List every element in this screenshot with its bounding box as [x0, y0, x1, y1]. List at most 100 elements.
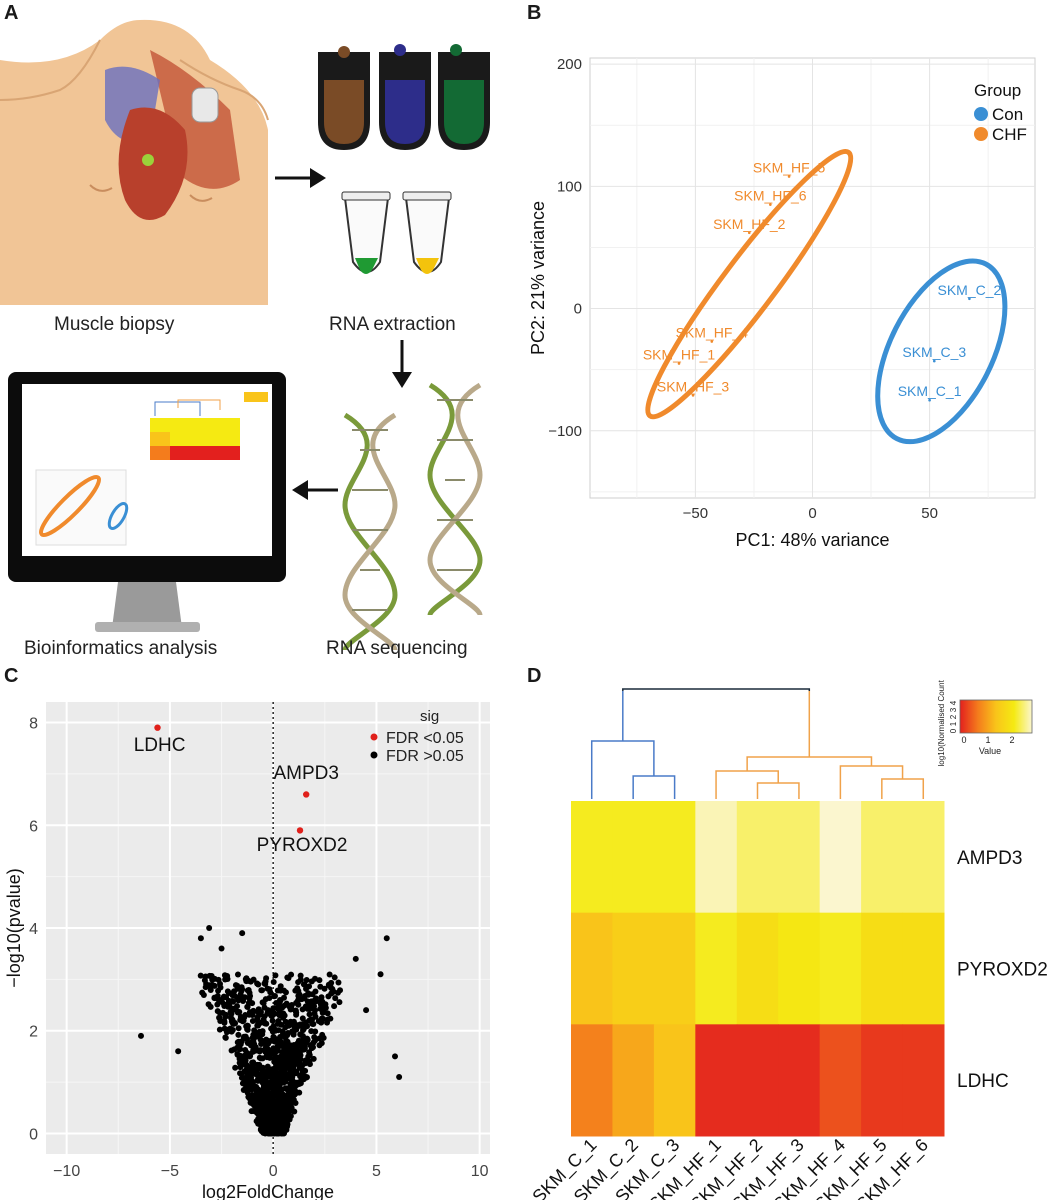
heatmap-cell [612, 801, 655, 914]
heatmap-cell [736, 801, 779, 914]
volcano-point [301, 994, 308, 1001]
volcano-point [246, 995, 253, 1002]
panel-c-letter: C [4, 665, 19, 687]
volcano-point [231, 1019, 238, 1026]
ellipse-chf [645, 148, 854, 420]
volcano-point [264, 1072, 271, 1079]
volcano-point [267, 1090, 274, 1097]
volcano-point [261, 1077, 268, 1084]
dendrogram-branch [590, 740, 655, 799]
x-tick-label: −10 [53, 1163, 80, 1180]
volcano-point [281, 1012, 288, 1019]
volcano-point [238, 1057, 245, 1064]
volcano-point [240, 997, 247, 1004]
x-tick-label: 0 [808, 505, 816, 522]
heatmap-cell [653, 912, 696, 1025]
heatmap-cell [571, 1024, 613, 1137]
arrow-left-icon [292, 480, 338, 500]
pca-point-label: SKM_C_1 [898, 383, 962, 399]
heatmap-cell [653, 1024, 696, 1137]
volcano-point [241, 1033, 248, 1040]
volcano-point [221, 972, 228, 979]
heatmap-cell [612, 1024, 655, 1137]
gene-label-ldhc: LDHC [134, 735, 186, 756]
volcano-point [217, 997, 224, 1004]
volcano-point [229, 998, 236, 1005]
volcano-point [298, 1039, 305, 1046]
torso-illustration [0, 19, 269, 306]
pca-point [928, 398, 931, 402]
volcano-point [246, 1009, 253, 1016]
pca-point-label: SKM_HF_2 [713, 216, 786, 232]
volcano-point [305, 1053, 312, 1060]
volcano-point [221, 1025, 228, 1032]
volcano-point [303, 1074, 310, 1081]
volcano-point [221, 1018, 228, 1025]
volcano-point [335, 979, 342, 986]
volcano-point [244, 1022, 251, 1029]
volcano-point [262, 1094, 269, 1101]
volcano-point [221, 1001, 228, 1008]
panel-b-letter: B [527, 2, 542, 24]
volcano-point [268, 1010, 275, 1017]
volcano-point [243, 975, 250, 982]
volcano-point [320, 1015, 327, 1022]
volcano-point [286, 1086, 293, 1093]
volcano-point [271, 992, 278, 999]
heatmap-cell [861, 801, 904, 914]
volcano-point [310, 1021, 317, 1028]
x-tick-label: 5 [372, 1163, 381, 1180]
pca-point-label: SKM_C_3 [902, 344, 966, 360]
volcano-point [259, 987, 266, 994]
heatmap-cell [778, 1024, 821, 1137]
volcano-point [237, 1013, 244, 1020]
volcano-point [249, 1017, 256, 1024]
volcano-point [324, 1010, 331, 1017]
pca-point-label: SKM_HF_4 [676, 325, 749, 341]
y-axis-label: −log10(pvalue) [4, 868, 24, 988]
volcano-point [228, 1047, 235, 1054]
volcano-point [331, 974, 338, 981]
volcano-point [279, 1129, 286, 1136]
heatmap-cell [902, 912, 945, 1025]
volcano-point [249, 1059, 256, 1066]
heatmap-cell [819, 1024, 862, 1137]
legend-dot [370, 751, 378, 759]
heatmap-cell [736, 1024, 779, 1137]
volcano-point [254, 1077, 261, 1084]
volcano-point [286, 1048, 293, 1055]
volcano-point [278, 1042, 285, 1049]
volcano-point [316, 977, 323, 984]
volcano-point [290, 1031, 297, 1038]
caption-rna-extraction: RNA extraction [329, 314, 456, 335]
row-label-ampd3: AMPD3 [957, 848, 1022, 869]
arrow-right-icon [275, 168, 326, 188]
heatmap-cell [695, 801, 738, 914]
ellipse-con [875, 258, 1008, 445]
volcano-point [207, 987, 214, 994]
heatmap-cell [612, 912, 655, 1025]
heatmap-cell [778, 801, 821, 914]
legend-title: log10(Normalised Count) [937, 680, 946, 766]
volcano-point [311, 1034, 318, 1041]
heatmap-cell [653, 801, 696, 914]
legend-tick: 1 [985, 735, 990, 745]
volcano-point [238, 1038, 245, 1045]
volcano-point [283, 1064, 290, 1071]
volcano-point [197, 972, 204, 979]
volcano-point [266, 986, 273, 993]
heatmap-chart: AMPD3PYROXD2LDHCSKM_C_1SKM_C_2SKM_C_3SKM… [528, 680, 1047, 1200]
volcano-point [267, 1037, 274, 1044]
legend-title: sig [420, 708, 439, 725]
volcano-point [282, 1078, 289, 1085]
volcano-point [302, 1003, 309, 1010]
volcano-point [291, 1069, 298, 1076]
volcano-point [318, 1040, 325, 1047]
volcano-point [275, 1017, 282, 1024]
volcano-point [304, 1023, 311, 1030]
pca-point [769, 203, 772, 206]
pca-point [747, 231, 751, 235]
volcano-point [295, 997, 302, 1004]
volcano-point [268, 1083, 275, 1090]
volcano-point [267, 1050, 274, 1057]
